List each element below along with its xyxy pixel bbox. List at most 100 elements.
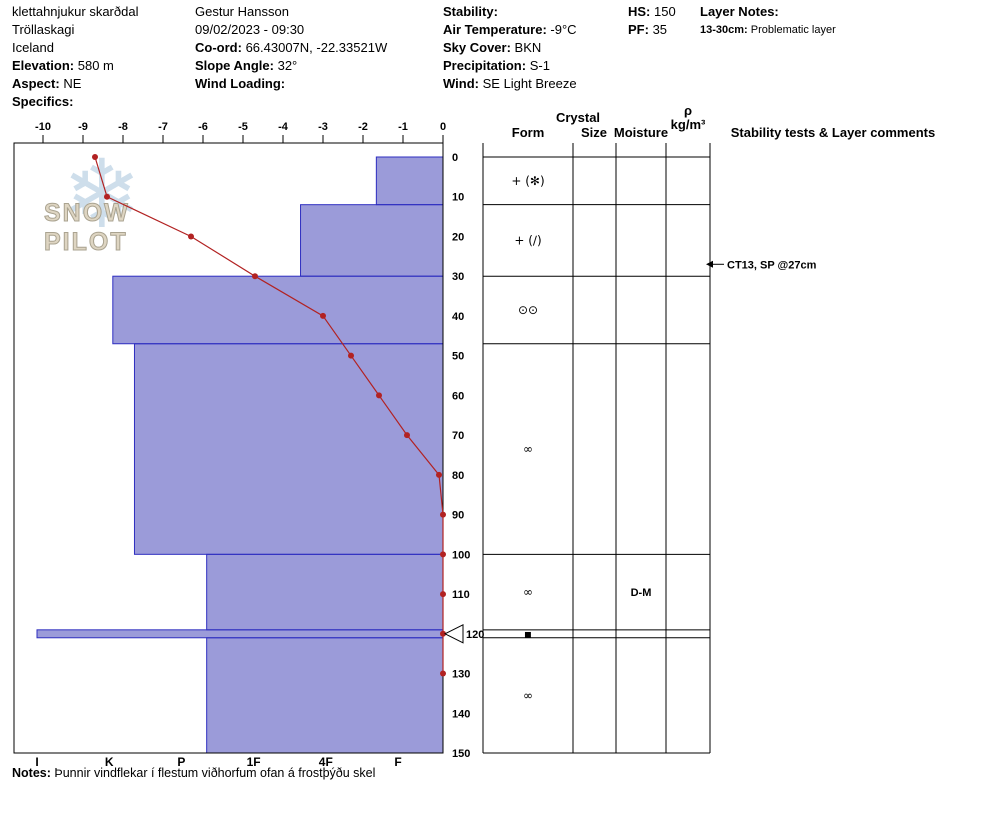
depth-axis-label: 60: [452, 390, 464, 402]
wind: Wind: SE Light Breeze: [443, 75, 577, 93]
temp-axis-label: -3: [318, 121, 328, 133]
moisture-value: D-M: [631, 587, 652, 599]
layer-marker-triangle-icon: [443, 623, 464, 644]
elevation-label: Elevation:: [12, 58, 75, 73]
temperature-point: [92, 154, 98, 160]
temperature-line: [94, 156, 444, 674]
depth-axis-label: 90: [452, 510, 464, 522]
temp-axis-label: -4: [278, 121, 289, 133]
observer-name: Gestur Hansson: [195, 4, 289, 19]
stability-label: Stability:: [443, 4, 498, 19]
precipitation: Precipitation: S-1: [443, 57, 577, 75]
temp-axis-label: -1: [398, 121, 408, 133]
specifics-label: Specifics:: [12, 94, 74, 109]
density-header-rho: ρ: [683, 103, 693, 118]
snow-layer-bar: [206, 637, 443, 753]
layer-notes: Layer Notes: 13-30cm: Problematic layer: [700, 3, 836, 39]
depth-axis-label: 40: [452, 311, 464, 323]
sky-cover-label: Sky Cover:: [443, 40, 511, 55]
snow-layer-bar: [37, 629, 443, 638]
depth-axis-label: 70: [452, 430, 464, 442]
coord-label: Co-ord:: [195, 40, 242, 55]
depth-axis-label: 130: [452, 669, 470, 681]
site-specifics: Specifics:: [12, 93, 138, 111]
notes-text: Þunnir vindflekar í flestum viðhorfum of…: [54, 766, 376, 780]
precip-label: Precipitation:: [443, 58, 527, 73]
crystal-form-symbol: ∞: [523, 442, 533, 456]
depth-axis-label: 140: [452, 708, 470, 720]
snow-layer-bar: [134, 343, 443, 555]
pf-label: PF:: [628, 22, 649, 37]
hardness-axis-label: P: [177, 755, 185, 769]
snow-layer-bar: [206, 554, 443, 630]
temperature-point: [404, 432, 410, 439]
site-region: Tröllaskagi: [12, 22, 75, 37]
air-temp: Air Temperature: -9°C: [443, 21, 577, 39]
hardness-axis-label: I: [35, 755, 38, 769]
site-elevation: Elevation: 580 m: [12, 57, 138, 75]
depth-axis-label: 10: [452, 192, 464, 204]
snow-layer-bar: [376, 157, 443, 205]
crystal-form-symbol: ▪: [524, 627, 532, 641]
hs-total: HS: 150: [628, 3, 676, 21]
depth-axis-label: 120: [466, 629, 484, 641]
temperature-point: [440, 511, 446, 518]
depth-axis-label: 150: [452, 748, 470, 760]
hardness-axis-label: 4F: [319, 755, 333, 769]
sky-cover: Sky Cover: BKN: [443, 39, 577, 57]
conditions-info: Stability: Air Temperature: -9°C Sky Cov…: [443, 3, 577, 93]
crystal-form-symbol: + (✻): [511, 174, 544, 188]
depth-axis-label: 20: [452, 231, 464, 243]
pit-datetime: 09/02/2023 - 09:30: [195, 22, 305, 37]
moisture-column-header: Moisture: [613, 125, 669, 140]
precip-value: S-1: [529, 58, 550, 73]
hs-label: HS:: [628, 4, 651, 19]
snow-layer-bar: [300, 204, 443, 277]
temperature-point: [104, 193, 110, 200]
site-info: klettahnjukur skarðdal Tröllaskagi Icela…: [12, 3, 138, 111]
depth-axis-label: 0: [452, 152, 458, 164]
depth-axis-label: 50: [452, 351, 464, 363]
layer-notes-title-text: Layer Notes:: [700, 4, 779, 19]
aspect-label: Aspect:: [12, 76, 60, 91]
layer-note-range: 13-30cm:: [700, 24, 748, 36]
temp-axis-label: -6: [198, 121, 208, 133]
temperature-point: [436, 471, 442, 478]
stability-column-header: Stability tests & Layer comments: [730, 125, 936, 140]
temperature-point: [252, 273, 258, 280]
temp-axis-label: -8: [118, 121, 128, 133]
layer-note-text: Problematic layer: [750, 24, 836, 36]
coordinates: Co-ord: 66.43007N, -22.33521W: [195, 39, 387, 57]
slope-angle-label: Slope Angle:: [195, 58, 274, 73]
sky-cover-value: BKN: [514, 40, 542, 55]
wind-value: SE Light Breeze: [482, 76, 577, 91]
pit-notes: Notes: Þunnir vindflekar í flestum viðho…: [12, 766, 375, 780]
site-country: Iceland: [12, 40, 54, 55]
layer-note-item: 13-30cm: Problematic layer: [700, 21, 836, 39]
temperature-point: [348, 352, 354, 359]
slope-angle: Slope Angle: 32°: [195, 57, 387, 75]
coord-value: 66.43007N, -22.33521W: [245, 40, 388, 55]
site-aspect: Aspect: NE: [12, 75, 138, 93]
wind-label: Wind:: [443, 76, 479, 91]
crystal-form-symbol: ⊙⊙: [518, 303, 538, 317]
hs-value: 150: [654, 4, 676, 19]
wind-loading-label: Wind Loading:: [195, 76, 286, 91]
totals-info: HS: 150 PF: 35: [628, 3, 676, 39]
plot-border: [13, 142, 444, 754]
temperature-point: [320, 312, 326, 319]
observer-info: Gestur Hansson 09/02/2023 - 09:30 Co-ord…: [195, 3, 387, 93]
depth-axis-label: 100: [452, 549, 470, 561]
temperature-point: [376, 392, 382, 399]
slope-angle-value: 32°: [277, 58, 298, 73]
size-column-header: Size: [580, 125, 608, 140]
pf-value: 35: [652, 22, 668, 37]
temperature-point: [440, 591, 446, 598]
temp-axis-label: -10: [35, 121, 51, 133]
elevation-value: 580 m: [77, 58, 114, 73]
site-name: klettahnjukur skarðdal: [12, 4, 139, 19]
form-column-header: Form: [511, 125, 545, 140]
pf-total: PF: 35: [628, 21, 676, 39]
temperature-point: [188, 233, 194, 240]
